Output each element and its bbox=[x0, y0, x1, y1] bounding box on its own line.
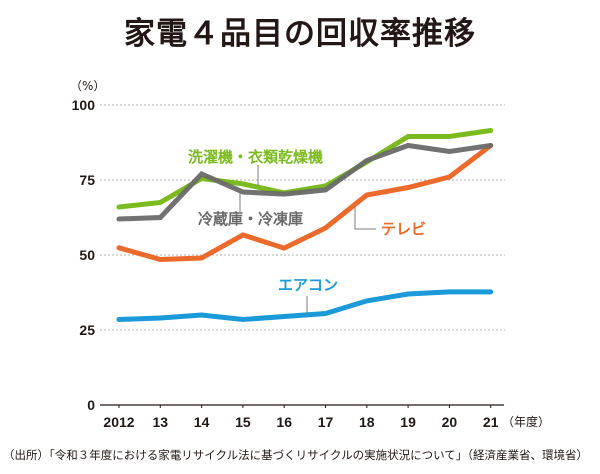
y-unit-label: （%） bbox=[70, 79, 105, 93]
series-lines bbox=[116, 128, 494, 323]
y-tick-label: 0 bbox=[87, 397, 95, 413]
y-axis-ticks: 0 25 50 75 100 （%） bbox=[70, 79, 105, 413]
x-tick-label: 21 bbox=[483, 414, 499, 430]
series-line-3 bbox=[116, 289, 494, 323]
y-tick-label: 100 bbox=[72, 97, 96, 113]
series-line-1 bbox=[116, 142, 494, 222]
series-line-2 bbox=[116, 143, 494, 263]
leader-line bbox=[354, 206, 376, 230]
x-tick-label: 2012 bbox=[103, 414, 134, 430]
x-tick-label: 13 bbox=[153, 414, 169, 430]
chart-title: 家電４品目の回収率推移 bbox=[124, 16, 476, 52]
y-tick-label: 25 bbox=[79, 322, 95, 338]
x-unit-label: （年度） bbox=[502, 414, 550, 429]
x-tick-label: 16 bbox=[276, 414, 292, 430]
x-tick-label: 19 bbox=[400, 414, 416, 430]
x-axis: 2012 13 14 15 16 17 18 19 20 21 （年度） bbox=[100, 404, 550, 430]
y-tick-label: 75 bbox=[79, 172, 95, 188]
x-tick-label: 14 bbox=[194, 414, 210, 430]
source-note: （出所）「令和３年度における家電リサイクル法に基づくリサイクルの実施状況について… bbox=[3, 448, 588, 462]
series-label: 冷蔵庫・冷凍庫 bbox=[198, 210, 303, 228]
series-label: 洗濯機・衣類乾燥機 bbox=[188, 148, 323, 166]
x-tick-label: 15 bbox=[235, 414, 251, 430]
y-tick-label: 50 bbox=[79, 247, 95, 263]
x-tick-label: 18 bbox=[359, 414, 375, 430]
series-label: テレビ bbox=[381, 220, 426, 238]
series-label: エアコン bbox=[278, 276, 338, 294]
series-line-0 bbox=[116, 128, 494, 210]
x-tick-label: 20 bbox=[442, 414, 458, 430]
x-tick-label: 17 bbox=[318, 414, 334, 430]
